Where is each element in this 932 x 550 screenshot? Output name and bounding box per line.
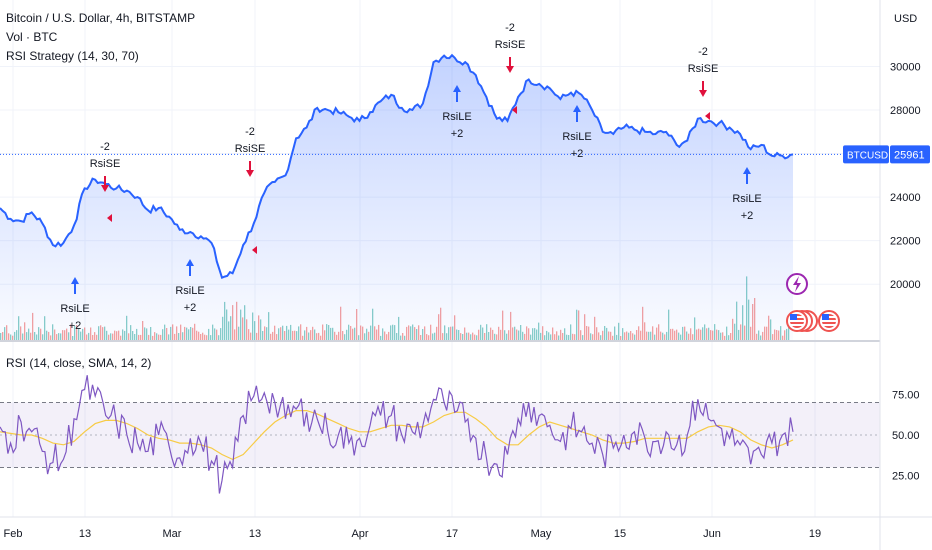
price-axis[interactable]: USD 300002800026000240002200020000: [890, 13, 921, 291]
short-signal-label: RsiSE: [90, 158, 121, 170]
rsi-ma-line: [0, 410, 794, 461]
time-tick-label: 17: [446, 528, 458, 540]
short-signal-qty: -2: [505, 22, 515, 34]
long-signal-qty: +2: [571, 148, 584, 160]
strategy-legend[interactable]: RSI Strategy (14, 30, 70): [6, 49, 139, 63]
badge-price-box: [890, 145, 930, 164]
short-signal-label: RsiSE: [495, 39, 526, 51]
long-signal-qty: +2: [184, 302, 197, 314]
exit-marker: [512, 106, 517, 114]
rsi-tick-label: 75.00: [892, 389, 920, 401]
volume-legend[interactable]: Vol · BTC: [6, 30, 58, 44]
strategy-signals: RsiLE +2 RsiLE +2 RsiLE +2 RsiLE +2 RsiLE +2 -2 Rsi…: [60, 22, 761, 332]
long-arrow-head: [71, 277, 79, 284]
short-arrow-head: [506, 66, 514, 73]
price-tick-label: 30000: [890, 62, 921, 74]
time-tick-label: May: [531, 528, 552, 540]
event-icons[interactable]: [786, 273, 840, 332]
exit-marker: [252, 246, 257, 254]
short-signal-qty: -2: [698, 46, 708, 58]
rsi-line: [0, 375, 794, 494]
long-signal-qty: +2: [451, 128, 464, 140]
us-flag-event-icon[interactable]: [818, 310, 840, 332]
badge-symbol: BTCUSD: [847, 150, 888, 161]
time-tick-label: 19: [809, 528, 821, 540]
exit-marker: [705, 112, 710, 120]
price-tick-label: 22000: [890, 236, 921, 248]
long-signal-label: RsiLE: [732, 193, 761, 205]
price-tick-label: 24000: [890, 192, 921, 204]
time-tick-label: Apr: [351, 528, 368, 540]
long-signal-label: RsiLE: [60, 303, 89, 315]
rsi-tick-label: 50.00: [892, 430, 920, 442]
long-signal-label: RsiLE: [175, 285, 204, 297]
short-signal-qty: -2: [245, 126, 255, 138]
price-line: [0, 53, 794, 280]
long-signal-label: RsiLE: [442, 111, 471, 123]
long-signal-qty: +2: [741, 210, 754, 222]
short-signal-label: RsiSE: [688, 63, 719, 75]
long-arrow-head: [743, 167, 751, 174]
time-tick-label: Jun: [703, 528, 721, 540]
symbol-title[interactable]: Bitcoin / U.S. Dollar, 4h, BITSTAMP: [6, 11, 196, 25]
exit-marker: [107, 214, 112, 222]
long-arrow-head: [186, 259, 194, 266]
rsi-tick-label: 25.00: [892, 471, 920, 483]
short-signal-label: RsiSE: [235, 143, 266, 155]
rsi-legend[interactable]: RSI (14, close, SMA, 14, 2): [6, 356, 152, 370]
long-signal-qty: +2: [69, 320, 82, 332]
price-tick-label: 28000: [890, 105, 921, 117]
rsi-axis[interactable]: 75.00 50.00 25.00: [892, 389, 920, 482]
short-signal-qty: -2: [100, 141, 110, 153]
time-tick-label: Feb: [4, 528, 23, 540]
price-tick-label: 20000: [890, 279, 921, 291]
rsi-panel[interactable]: [0, 375, 880, 494]
us-economic-events-icon[interactable]: [786, 310, 818, 332]
time-tick-label: 13: [249, 528, 261, 540]
badge-price: 25961: [894, 149, 925, 161]
short-arrow-head: [246, 170, 254, 177]
short-arrow-head: [101, 185, 109, 192]
badge-symbol-box: [843, 145, 889, 164]
price-axis-currency: USD: [894, 13, 917, 25]
time-tick-label: 13: [79, 528, 91, 540]
long-signal-label: RsiLE: [562, 131, 591, 143]
time-tick-label: 15: [614, 528, 626, 540]
lightning-icon: [793, 276, 801, 292]
price-area: [0, 55, 793, 341]
long-arrow-head: [453, 85, 461, 92]
long-arrow-head: [573, 105, 581, 112]
last-price-badge: BTCUSD 25961: [843, 145, 930, 164]
time-tick-label: Mar: [163, 528, 182, 540]
time-axis[interactable]: Feb 13 Mar 13 Apr 17 May 15 Jun 19: [4, 528, 822, 540]
short-arrow-head: [699, 90, 707, 97]
